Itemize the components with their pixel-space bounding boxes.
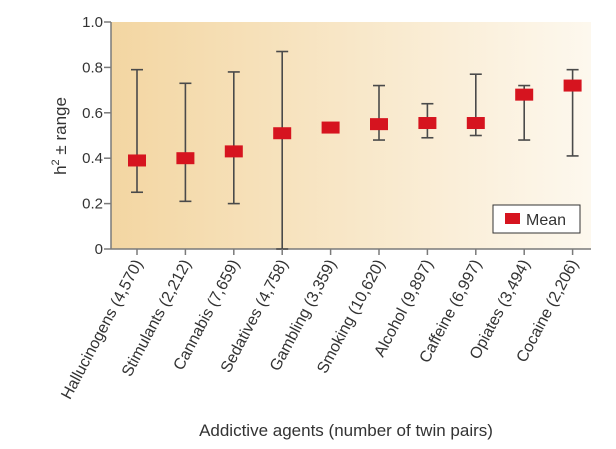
y-tick-label: 1.0 <box>82 14 103 31</box>
mean-marker <box>466 117 485 130</box>
mean-marker <box>176 152 195 165</box>
legend-swatch <box>505 213 520 224</box>
x-axis-title: Addictive agents (number of twin pairs) <box>199 421 493 440</box>
y-axis-title: h2 ± range <box>50 97 70 175</box>
legend-label: Mean <box>526 212 566 229</box>
x-axis-labels: Hallucinogens (4,570)Stimulants (2,212)C… <box>58 249 582 402</box>
mean-marker <box>515 88 534 101</box>
mean-marker <box>321 121 340 134</box>
y-tick-label: 0.4 <box>82 150 103 167</box>
mean-marker <box>273 127 292 140</box>
mean-marker <box>370 118 388 131</box>
y-tick-label: 0.2 <box>82 196 103 213</box>
mean-markers <box>128 79 582 167</box>
mean-marker <box>418 117 437 130</box>
mean-marker <box>224 145 243 158</box>
mean-marker <box>563 79 582 92</box>
y-axis-title-rest: ± range <box>51 97 70 159</box>
legend: Mean <box>492 204 581 234</box>
category-label: Hallucinogens (4,570) <box>58 257 146 402</box>
y-tick-label: 0.8 <box>82 59 103 76</box>
y-axis-title-main: h <box>51 165 70 174</box>
mean-marker <box>128 154 146 167</box>
y-tick-label: 0.6 <box>82 105 103 122</box>
y-axis: 0 0.2 0.4 0.6 0.8 1.0 <box>82 14 591 258</box>
y-axis-title-sup: 2 <box>50 159 62 165</box>
y-tick-label: 0 <box>95 241 103 258</box>
